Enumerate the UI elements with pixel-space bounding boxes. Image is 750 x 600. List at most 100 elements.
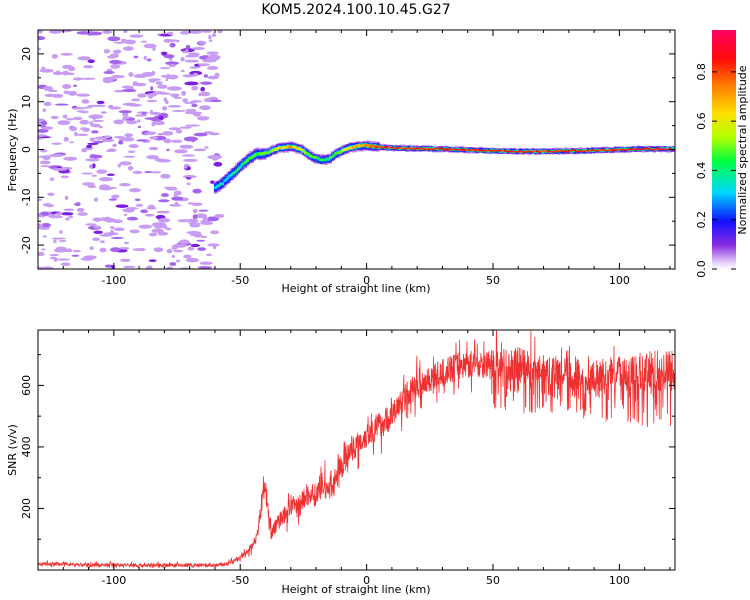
noise-blob <box>107 104 114 109</box>
noise-blob <box>156 210 170 214</box>
ridge-cell <box>535 150 539 153</box>
noise-blob <box>119 161 132 166</box>
noise-blob <box>193 132 208 137</box>
noise-blob <box>206 65 219 70</box>
noise-blob <box>161 158 166 161</box>
ridge-cell <box>397 147 401 150</box>
ridge-cell <box>571 149 575 151</box>
ridge-cell <box>371 144 375 147</box>
ridge-cell <box>254 152 258 156</box>
noise-blob <box>189 223 201 228</box>
noise-blob <box>169 262 177 266</box>
ridge-cell <box>590 149 594 153</box>
ridge-cell <box>544 150 548 152</box>
noise-blob <box>135 114 147 117</box>
ridge-cell <box>412 148 416 150</box>
noise-blob <box>135 203 143 207</box>
noise-blob <box>187 111 203 115</box>
ridge-cell <box>226 176 230 180</box>
ridge-cell <box>440 148 444 151</box>
ridge-cell <box>569 149 573 152</box>
ridge-cell <box>267 151 271 155</box>
noise-blob <box>185 108 197 112</box>
noise-blob <box>68 66 76 72</box>
noise-blob <box>108 198 117 201</box>
noise-blob <box>129 229 140 234</box>
ridge-cell <box>442 148 446 151</box>
noise-blob <box>160 51 168 55</box>
ridge-cell <box>603 149 607 151</box>
ridge-cell <box>224 178 228 182</box>
noise-blob <box>107 36 121 42</box>
noise-blob <box>157 218 171 223</box>
ridge-cell <box>452 148 456 151</box>
noise-blob <box>55 246 67 251</box>
noise-blob <box>38 30 43 34</box>
noise-blob <box>79 119 90 125</box>
noise-blob <box>151 228 164 233</box>
noise-blob <box>144 171 153 174</box>
noise-blob <box>96 169 108 174</box>
ridge-cell <box>318 158 322 161</box>
noise-blob <box>46 203 54 208</box>
ridge-cell <box>612 149 616 151</box>
ridge-cell <box>355 144 359 148</box>
ridge-cell <box>451 148 455 151</box>
noise-blob <box>51 54 59 59</box>
ridge-cell <box>594 150 598 152</box>
ridge-cell <box>288 145 292 149</box>
noise-blob <box>81 77 96 80</box>
noise-blob <box>206 253 213 257</box>
noise-blob <box>89 246 94 251</box>
noise-blob <box>146 99 158 103</box>
ridge-cell <box>461 148 465 150</box>
noise-blob <box>67 90 78 96</box>
ridge-cell <box>390 146 394 149</box>
noise-blob <box>187 202 195 205</box>
ridge-cell <box>247 156 251 160</box>
ridge-cell <box>332 154 336 157</box>
ridge-cell <box>424 147 428 150</box>
ridge-cell <box>410 147 414 149</box>
noise-blob <box>126 118 136 121</box>
noise-blob <box>112 49 122 54</box>
noise-blob <box>210 230 220 235</box>
noise-blob <box>171 254 175 258</box>
snr-x-axis-title: Height of straight line (km) <box>281 583 430 596</box>
noise-blob <box>110 247 121 253</box>
noise-blob <box>191 47 206 50</box>
noise-blob <box>134 82 140 86</box>
ridge-cell <box>661 147 665 150</box>
ridge-cell <box>566 150 570 153</box>
noise-blob <box>74 131 78 137</box>
ridge-cell <box>228 174 232 178</box>
ridge-cell <box>281 146 285 149</box>
ridge-cell <box>482 149 486 152</box>
noise-blob <box>179 30 191 35</box>
noise-blob <box>203 131 214 134</box>
ridge-cell <box>527 150 531 152</box>
ridge-cell <box>626 148 630 151</box>
ridge-cell <box>583 150 587 152</box>
ridge-cell <box>344 148 348 151</box>
ridge-cell <box>638 148 642 151</box>
ridge-cell <box>397 147 401 149</box>
noise-blob <box>163 225 168 230</box>
ridge-cell <box>574 149 578 152</box>
ridge-cell <box>399 147 403 150</box>
ridge-cell <box>376 145 380 148</box>
ridge-cell <box>360 144 364 147</box>
noise-blob <box>200 235 208 239</box>
noise-blob <box>163 138 172 144</box>
noise-blob <box>109 59 122 65</box>
colorbar-label: Normalized spectral amplitude <box>736 65 749 234</box>
noise-blob <box>192 188 202 194</box>
ridge-cell <box>514 150 518 153</box>
ridge-cell <box>275 147 279 150</box>
noise-blob <box>172 243 187 248</box>
noise-blob <box>124 241 130 245</box>
ridge-cell <box>272 148 276 152</box>
noise-blob <box>82 127 91 132</box>
snr-frame <box>37 329 676 571</box>
ridge-cell <box>348 146 352 149</box>
